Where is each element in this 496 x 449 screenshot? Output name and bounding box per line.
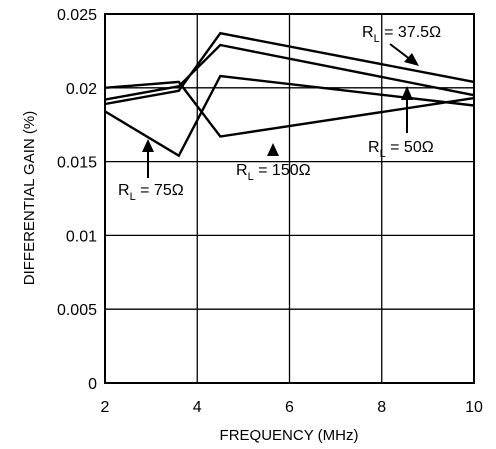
- annotation-rl-75-rest: = 75Ω: [136, 182, 184, 199]
- annotation-rl-37-5-sub: L: [374, 33, 380, 45]
- x-tick-label: 10: [465, 399, 483, 416]
- y-tick-label: 0.02: [66, 81, 97, 98]
- annotation-rl-150-sub: L: [248, 171, 254, 183]
- annotation-rl-50-sub: L: [380, 148, 386, 160]
- x-tick-label: 2: [101, 399, 110, 416]
- x-tick-label: 8: [377, 399, 386, 416]
- annotation-rl-37-5-arrowhead: [404, 53, 419, 66]
- annotation-rl-37-5-rest: = 37.5Ω: [380, 24, 441, 41]
- svg-text:RL = 75Ω: RL = 75Ω: [118, 182, 184, 203]
- y-axis-title: DIFFERENTIAL GAIN (%): [21, 111, 38, 285]
- y-tick-label: 0.025: [57, 7, 97, 24]
- y-tick-labels: 0 0.005 0.01 0.015 0.02 0.025: [57, 7, 97, 393]
- y-tick-label: 0.015: [57, 155, 97, 172]
- x-tick-label: 6: [285, 399, 294, 416]
- series-line-1: [104, 43, 475, 101]
- svg-text:RL = 50Ω: RL = 50Ω: [368, 139, 434, 160]
- x-axis-title: FREQUENCY (MHz): [220, 427, 359, 444]
- series-line-2: [104, 80, 475, 138]
- annotation-rl-75-arrowhead: [142, 139, 154, 152]
- annotation-rl-50-r: R: [368, 139, 380, 156]
- annotation-rl-75: RL = 75Ω: [118, 139, 184, 203]
- annotation-rl-150-rest: = 150Ω: [254, 162, 311, 179]
- annotation-rl-150: RL = 150Ω: [236, 143, 311, 183]
- annotation-rl-37-5-r: R: [362, 24, 374, 41]
- annotation-rl-150-arrowhead: [267, 143, 279, 156]
- x-tick-label: 4: [193, 399, 202, 416]
- y-tick-label: 0.01: [66, 228, 97, 245]
- annotation-rl-37-5-pointer: [389, 43, 412, 61]
- y-tick-label: 0: [88, 376, 97, 393]
- series-lines: [104, 31, 475, 158]
- y-tick-label: 0.005: [57, 302, 97, 319]
- series-line-3: [104, 74, 475, 158]
- annotation-rl-75-r: R: [118, 182, 130, 199]
- annotation-rl-50-rest: = 50Ω: [386, 139, 434, 156]
- annotation-rl-50-arrowhead: [401, 86, 413, 100]
- annotation-rl-75-sub: L: [130, 191, 136, 203]
- x-tick-labels: 2 4 6 8 10: [101, 399, 483, 416]
- svg-text:RL = 150Ω: RL = 150Ω: [236, 162, 311, 183]
- svg-text:RL = 37.5Ω: RL = 37.5Ω: [362, 24, 441, 45]
- plot-frame: [104, 13, 475, 384]
- annotation-rl-150-r: R: [236, 162, 248, 179]
- series-line-0: [104, 31, 475, 106]
- annotation-rl-37-5: RL = 37.5Ω: [362, 24, 441, 66]
- annotation-rl-50: RL = 50Ω: [368, 86, 434, 160]
